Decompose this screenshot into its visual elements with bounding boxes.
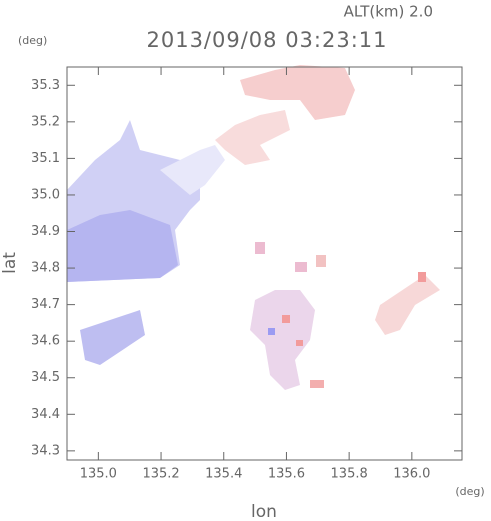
red-echo [418,272,426,282]
x-tick-label: 135.6 [268,467,305,482]
y-tick-label: 35.1 [31,151,60,166]
blue-echo [80,310,145,365]
y-tick-label: 34.6 [31,334,60,349]
red-echo [375,275,440,335]
y-tick-label: 34.4 [31,407,60,422]
blue-echo [160,145,225,195]
y-tick-label: 34.3 [31,443,60,458]
red-echo [316,255,326,267]
mixed-echo [255,242,265,254]
y-tick-label: 34.5 [31,370,60,385]
x-unit: (deg) [455,485,484,498]
y-unit: (deg) [18,34,47,47]
red-echo [215,110,290,165]
x-tick-label: 135.8 [331,467,368,482]
x-tick-label: 136.0 [393,467,430,482]
chart-title: 2013/09/08 03:23:11 [146,28,387,52]
x-tick-label: 135.0 [80,467,117,482]
mixed-echo [295,262,307,272]
y-axis-label: lat [0,252,20,274]
red-echo [282,315,290,323]
y-tick-label: 35.3 [31,78,60,93]
blue-echo [268,328,275,335]
y-tick-label: 34.9 [31,224,60,239]
x-tick-label: 135.4 [205,467,242,482]
y-tick-label: 34.8 [31,261,60,276]
red-echo [240,65,355,120]
red-echo [296,340,303,346]
mixed-echo [250,290,315,390]
y-tick-label: 34.7 [31,297,60,312]
blue-echo [67,210,178,282]
red-echo [310,380,324,388]
x-axis-label: lon [251,502,277,521]
y-tick-label: 35.0 [31,187,60,202]
y-tick-label: 35.2 [31,114,60,129]
plot-frame [66,66,463,461]
x-tick-label: 135.2 [142,467,179,482]
altitude-label: ALT(km) 2.0 [344,3,433,21]
echo-field [67,65,440,390]
